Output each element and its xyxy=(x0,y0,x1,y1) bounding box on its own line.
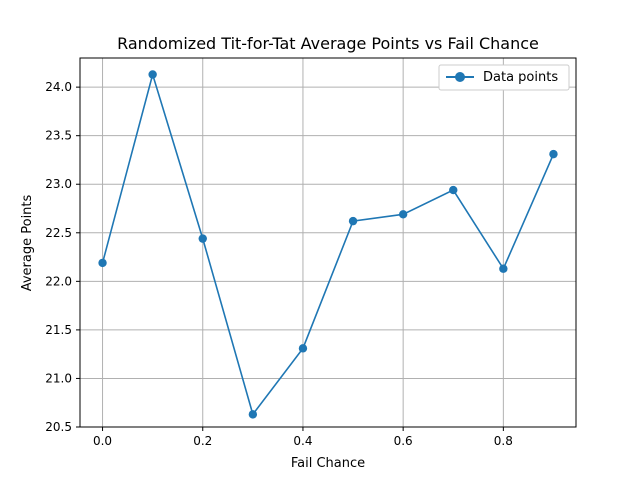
data-point-marker xyxy=(98,258,107,268)
y-tick-label: 23.0 xyxy=(45,177,72,191)
y-tick-label: 20.5 xyxy=(45,420,72,434)
x-tick-label: 0.0 xyxy=(93,434,112,448)
y-tick-label: 23.5 xyxy=(45,129,72,143)
x-axis-label: Fail Chance xyxy=(291,456,365,471)
y-tick-label: 24.0 xyxy=(45,80,72,94)
data-point-marker xyxy=(298,344,308,353)
y-tick-label: 22.5 xyxy=(45,226,72,240)
data-point-marker xyxy=(449,185,458,195)
x-tick-label: 0.2 xyxy=(193,434,212,448)
data-point-marker xyxy=(549,149,558,159)
y-tick-label: 21.5 xyxy=(45,323,72,337)
x-tick-label: 0.6 xyxy=(394,434,413,448)
data-point-marker xyxy=(198,234,207,243)
series-line xyxy=(101,71,555,417)
legend: Data points xyxy=(438,64,570,91)
legend-series-label: Data points xyxy=(483,70,558,85)
chart-title: Randomized Tit-for-Tat Average Points vs… xyxy=(117,34,539,53)
plot-frame xyxy=(79,57,577,428)
x-tick-label: 0.8 xyxy=(494,434,513,448)
data-point-marker xyxy=(398,210,408,219)
y-tick-label: 21.0 xyxy=(45,371,72,385)
legend-box xyxy=(438,64,570,91)
y-tick-label: 22.0 xyxy=(45,274,72,288)
series-layer xyxy=(98,70,558,419)
legend-marker-swatch xyxy=(455,72,465,82)
x-tick-label: 0.4 xyxy=(293,434,312,448)
data-point-marker xyxy=(248,410,258,419)
y-axis-ticks: 20.5 21.0 21.5 22.0 22.5 23.0 23.5 24.0 xyxy=(45,80,80,434)
data-point-marker xyxy=(148,70,157,79)
x-axis-ticks: 0.0 0.2 0.4 0.6 0.8 xyxy=(93,427,513,448)
data-point-marker xyxy=(499,264,508,273)
data-point-marker xyxy=(348,216,358,226)
y-axis-label: Average Points xyxy=(20,194,35,291)
